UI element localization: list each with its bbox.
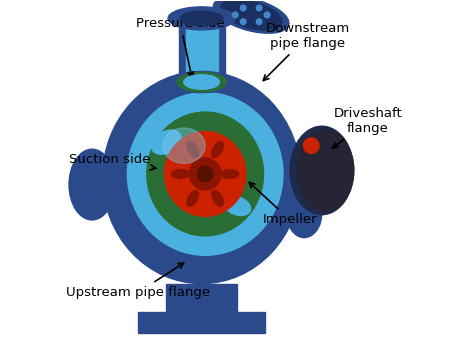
Ellipse shape	[172, 170, 189, 178]
Circle shape	[256, 19, 262, 24]
Ellipse shape	[163, 128, 205, 163]
Ellipse shape	[184, 75, 219, 89]
Ellipse shape	[181, 11, 223, 26]
Polygon shape	[186, 22, 218, 82]
Polygon shape	[179, 22, 225, 82]
Polygon shape	[138, 312, 265, 333]
Ellipse shape	[221, 170, 239, 178]
Ellipse shape	[128, 93, 283, 255]
Ellipse shape	[187, 191, 199, 206]
Text: Pressure side: Pressure side	[136, 17, 225, 77]
Text: Upstream pipe flange: Upstream pipe flange	[66, 263, 210, 299]
Ellipse shape	[184, 75, 219, 89]
Ellipse shape	[223, 196, 251, 215]
Ellipse shape	[212, 142, 223, 157]
Ellipse shape	[69, 149, 115, 220]
Text: Driveshaft
flange: Driveshaft flange	[333, 107, 402, 148]
Ellipse shape	[286, 188, 322, 237]
Text: Suction side: Suction side	[69, 153, 156, 170]
Ellipse shape	[168, 7, 235, 30]
Ellipse shape	[212, 191, 223, 206]
Ellipse shape	[170, 71, 234, 93]
Ellipse shape	[187, 142, 199, 157]
Polygon shape	[166, 284, 237, 326]
Circle shape	[303, 138, 319, 153]
Circle shape	[232, 12, 238, 18]
Circle shape	[264, 12, 270, 18]
Circle shape	[197, 166, 213, 182]
Ellipse shape	[152, 130, 181, 154]
Ellipse shape	[297, 130, 354, 211]
Circle shape	[240, 5, 246, 11]
Circle shape	[189, 158, 221, 190]
Ellipse shape	[147, 112, 264, 236]
Ellipse shape	[290, 126, 354, 215]
Text: Impeller: Impeller	[249, 182, 318, 226]
Ellipse shape	[177, 72, 227, 92]
Ellipse shape	[213, 0, 289, 33]
Circle shape	[256, 5, 262, 11]
Ellipse shape	[220, 0, 282, 30]
Text: Downstream
pipe flange: Downstream pipe flange	[263, 22, 350, 81]
Circle shape	[240, 19, 246, 24]
Ellipse shape	[103, 71, 301, 284]
Ellipse shape	[164, 132, 246, 217]
